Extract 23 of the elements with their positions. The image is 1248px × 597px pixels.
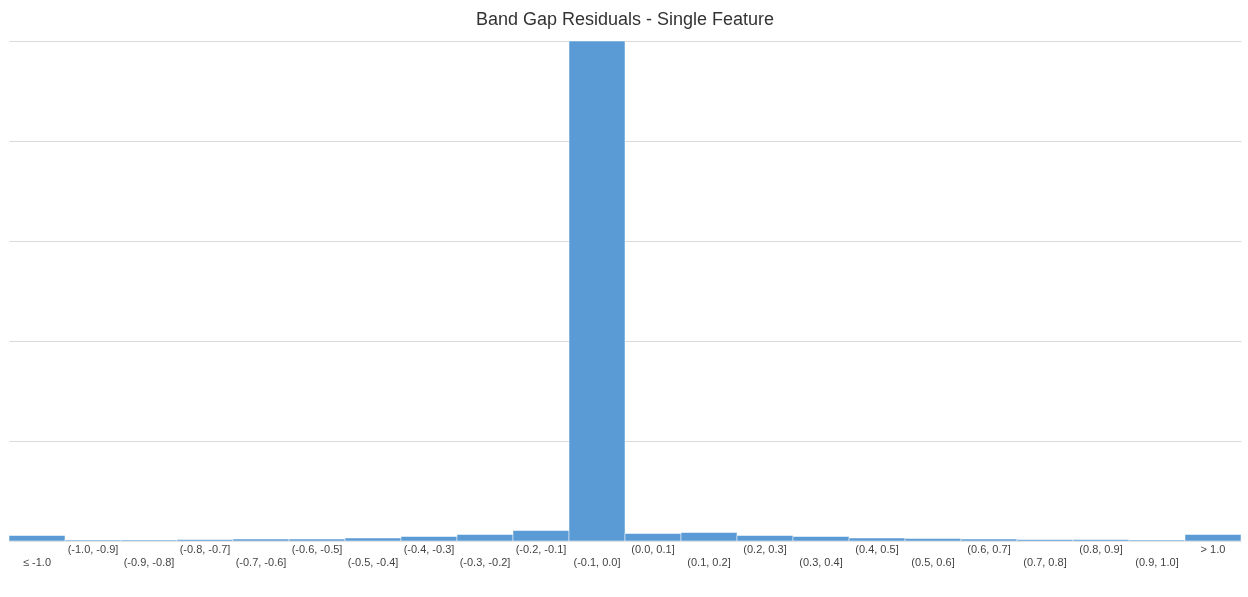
chart-title: Band Gap Residuals - Single Feature	[475, 8, 775, 29]
x-tick-label: (0.5, 0.6]	[911, 555, 955, 568]
x-tick-label: (0.1, 0.2]	[687, 555, 731, 568]
x-tick-label: (-0.6, -0.5]	[291, 542, 343, 555]
x-tick-label: (0.7, 0.8]	[1023, 555, 1067, 568]
x-tick-label: (0.4, 0.5]	[855, 542, 899, 555]
x-tick-label: (-0.7, -0.6]	[235, 555, 287, 568]
x-tick-label: (0.6, 0.7]	[967, 542, 1011, 555]
x-tick-label: (-0.3, -0.2]	[459, 555, 511, 568]
x-tick-label: (0.0, 0.1]	[631, 542, 675, 555]
x-tick-label: (-0.4, -0.3]	[403, 542, 455, 555]
x-tick-label: (-0.5, -0.4]	[347, 555, 399, 568]
x-tick-label: (-0.1, 0.0]	[573, 555, 621, 568]
x-tick-label: (-1.0, -0.9]	[67, 542, 119, 555]
x-tick-label: (0.2, 0.3]	[743, 542, 787, 555]
x-tick-label: (0.9, 1.0]	[1135, 555, 1179, 568]
x-tick-label: (0.3, 0.4]	[799, 555, 843, 568]
x-tick-label: (0.8, 0.9]	[1079, 542, 1123, 555]
x-tick-label: (-0.9, -0.8]	[123, 555, 175, 568]
x-tick-label: > 1.0	[1200, 542, 1226, 555]
x-tick-label: ≤ -1.0	[22, 555, 52, 568]
x-tick-label: (-0.8, -0.7]	[179, 542, 231, 555]
x-tick-label: (-0.2, -0.1]	[515, 542, 567, 555]
